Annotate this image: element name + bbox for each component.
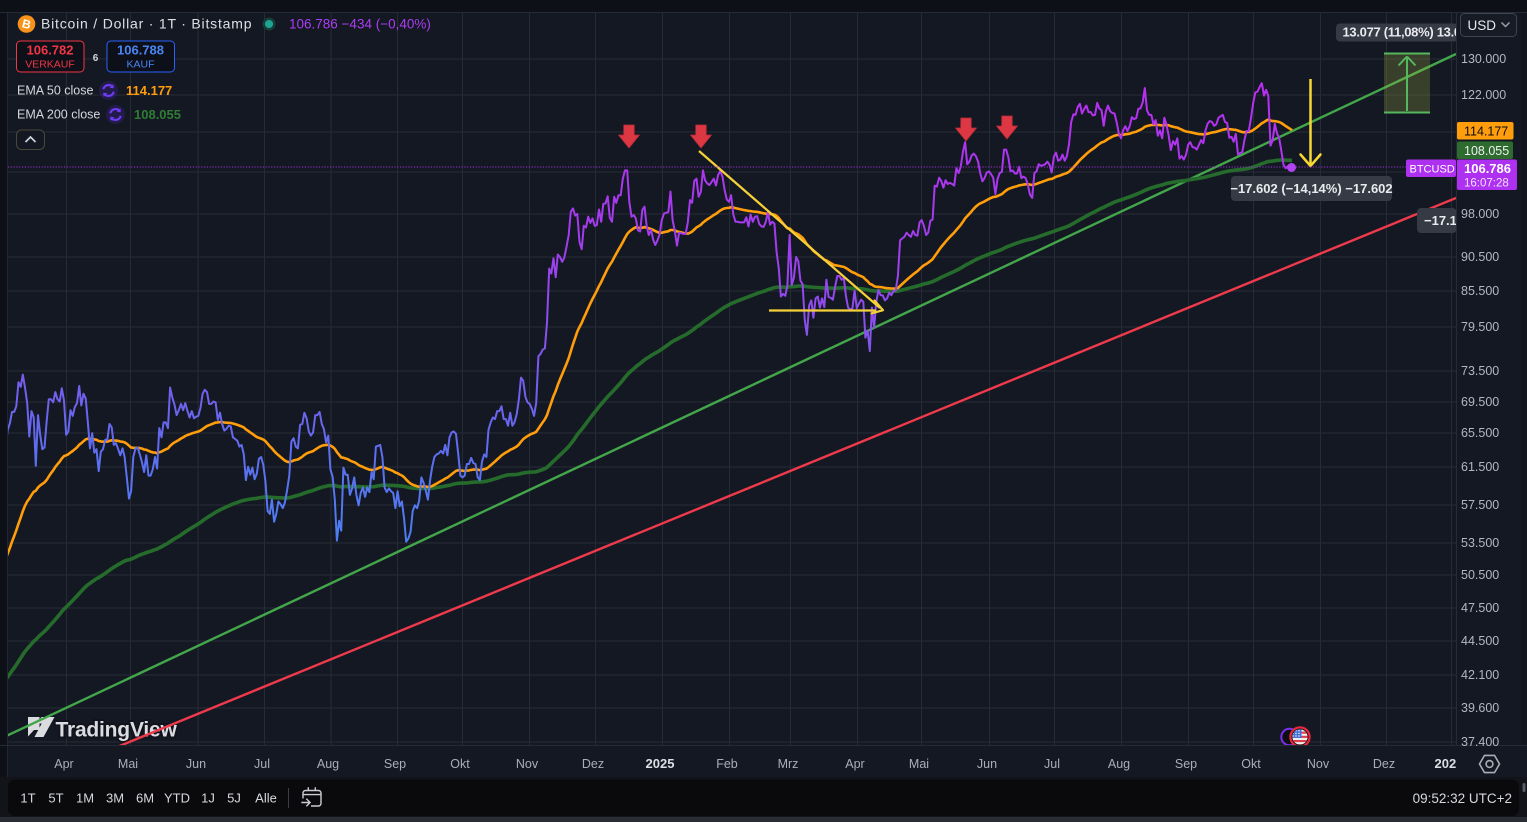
svg-text:Aug: Aug [1108,757,1130,771]
svg-text:Jul: Jul [1044,757,1060,771]
svg-text:Bitcoin / Dollar · 1T · Bitsta: Bitcoin / Dollar · 1T · Bitstamp [41,16,252,32]
svg-text:61.500: 61.500 [1461,460,1499,474]
svg-text:122.000: 122.000 [1461,88,1506,102]
svg-text:6: 6 [93,53,99,64]
svg-text:16:07:28: 16:07:28 [1464,178,1509,190]
svg-text:2025: 2025 [646,756,675,771]
svg-text:69.500: 69.500 [1461,395,1499,409]
svg-text:2026: 2026 [1435,756,1464,771]
svg-text:53.500: 53.500 [1461,536,1499,550]
svg-text:Apr: Apr [845,757,864,771]
svg-text:B: B [21,16,33,32]
svg-text:73.500: 73.500 [1461,364,1499,378]
svg-text:1J: 1J [201,791,215,806]
svg-text:Apr: Apr [54,757,73,771]
svg-text:Feb: Feb [716,757,738,771]
svg-text:−17.1: −17.1 [1424,213,1457,228]
svg-text:130.000: 130.000 [1461,52,1506,66]
svg-text:108.055: 108.055 [134,107,181,122]
svg-text:3M: 3M [106,791,124,806]
svg-text:106.786 −434 (−0,40%): 106.786 −434 (−0,40%) [289,17,431,32]
svg-text:5J: 5J [227,791,241,806]
svg-text:106.788: 106.788 [117,43,164,58]
svg-text:90.500: 90.500 [1461,250,1499,264]
svg-text:98.000: 98.000 [1461,207,1499,221]
svg-text:Jun: Jun [186,757,206,771]
svg-text:114.177: 114.177 [1464,125,1508,139]
svg-text:Okt: Okt [450,757,470,771]
svg-text:BTCUSD: BTCUSD [1410,164,1455,176]
svg-text:42.100: 42.100 [1461,668,1499,682]
svg-text:EMA 200 close: EMA 200 close [17,108,100,122]
svg-text:Mai: Mai [909,757,929,771]
svg-text:Sep: Sep [384,757,406,771]
svg-text:1M: 1M [76,791,94,806]
svg-text:Sep: Sep [1175,757,1197,771]
svg-text:Mai: Mai [118,757,138,771]
svg-text:106.786: 106.786 [1464,161,1511,176]
svg-text:−17.602 (−14,14%) −17.602: −17.602 (−14,14%) −17.602 [1230,181,1392,196]
svg-text:106.782: 106.782 [27,43,74,58]
svg-text:79.500: 79.500 [1461,320,1499,334]
svg-text:Jul: Jul [254,757,270,771]
svg-text:108.055: 108.055 [1464,144,1509,158]
svg-text:EMA 50 close: EMA 50 close [17,84,93,98]
svg-text:114.177: 114.177 [126,83,172,98]
svg-text:13.077 (11,08%) 13.07: 13.077 (11,08%) 13.07 [1343,25,1468,40]
svg-text:47.500: 47.500 [1461,601,1499,615]
svg-text:USD: USD [1468,18,1497,33]
svg-text:6M: 6M [136,791,154,806]
svg-text:39.600: 39.600 [1461,701,1499,715]
svg-text:Okt: Okt [1241,757,1261,771]
svg-text:Nov: Nov [1307,757,1330,771]
svg-text:KAUF: KAUF [126,59,154,71]
svg-text:50.500: 50.500 [1461,568,1499,582]
svg-text:5T: 5T [48,791,63,806]
svg-text:Nov: Nov [516,757,539,771]
svg-text:57.500: 57.500 [1461,498,1499,512]
svg-text:Jun: Jun [977,757,997,771]
svg-text:09:52:32 UTC+2: 09:52:32 UTC+2 [1413,791,1512,806]
svg-text:Mrz: Mrz [778,757,799,771]
svg-text:Aug: Aug [317,757,339,771]
svg-text:1T: 1T [20,791,35,806]
svg-text:65.500: 65.500 [1461,426,1499,440]
svg-text:44.500: 44.500 [1461,634,1499,648]
svg-text:Alle: Alle [255,791,277,806]
svg-text:YTD: YTD [164,791,190,806]
svg-text:Dez: Dez [582,757,604,771]
svg-text:VERKAUF: VERKAUF [25,59,75,71]
svg-text:Dez: Dez [1373,757,1395,771]
svg-text:85.500: 85.500 [1461,284,1499,298]
svg-text:37.400: 37.400 [1461,735,1499,749]
